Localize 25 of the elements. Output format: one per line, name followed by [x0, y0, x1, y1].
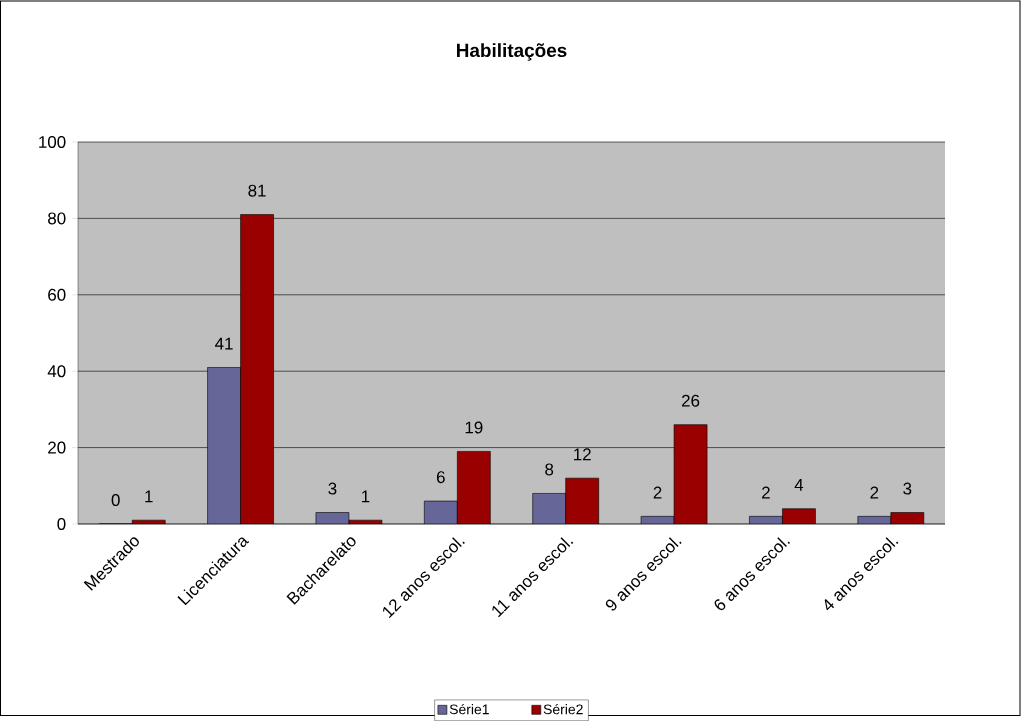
data-label: 19 [465, 421, 483, 434]
data-label: 6 [436, 471, 445, 484]
data-label: 1 [362, 490, 370, 503]
data-label: 2 [762, 486, 770, 499]
chart-title: Habilitações [457, 43, 567, 61]
data-label: 1 [145, 490, 153, 503]
data-label: 8 [545, 463, 554, 476]
y-tick-label: 60 [48, 288, 66, 301]
y-tick-label: 40 [47, 365, 66, 378]
data-label: 41 [215, 337, 233, 350]
y-tick-label: 80 [48, 212, 66, 225]
y-tick-label: 20 [48, 441, 66, 454]
legend-label: Série2 [543, 703, 583, 715]
data-label: 2 [653, 486, 662, 499]
y-tick-label: 0 [57, 518, 66, 531]
data-label: 81 [248, 184, 266, 197]
data-label: 4 [794, 479, 804, 491]
data-label: 3 [903, 482, 912, 495]
legend-label: Série1 [449, 703, 489, 715]
data-label: 0 [111, 494, 120, 507]
data-label: 2 [870, 486, 879, 499]
data-label: 3 [328, 482, 337, 495]
data-label: 12 [574, 448, 591, 461]
data-label: 26 [682, 394, 700, 407]
y-tick-label: 100 [39, 136, 66, 149]
